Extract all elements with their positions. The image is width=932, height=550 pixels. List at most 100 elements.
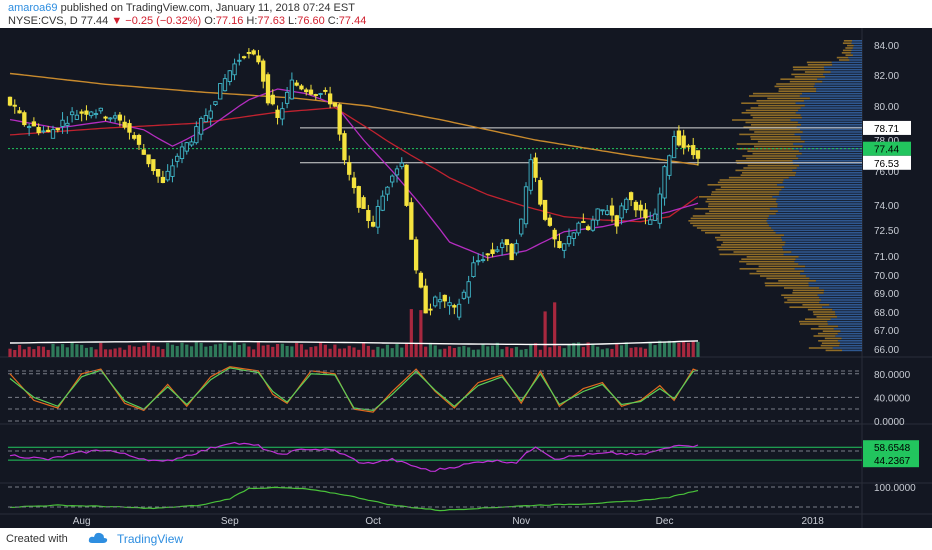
volume-profile-bar: [789, 80, 823, 83]
volume-profile-bar: [705, 232, 776, 234]
candle-body: [227, 70, 232, 83]
volume-profile-bar: [847, 44, 854, 47]
volume-bar: [194, 342, 198, 357]
volume-profile-bar: [803, 100, 862, 102]
chart-area[interactable]: 84.00 82.00 80.00 78.00 76.00 74.00 72.50 71.00…: [0, 28, 932, 528]
volume-profile-bar: [773, 229, 862, 232]
candle-body: [614, 215, 619, 227]
candle-body: [203, 115, 209, 123]
volume-bar: [361, 342, 366, 357]
candle-body: [194, 126, 199, 144]
volume-profile-bar: [798, 109, 862, 112]
volume-bar: [151, 345, 155, 357]
volume-bar: [691, 340, 695, 357]
price-tick-label: 68.00: [874, 308, 899, 319]
volume-profile-bar: [799, 95, 862, 97]
volume-profile-bar: [838, 59, 850, 61]
volume-profile-bar: [783, 287, 820, 289]
volume-profile-bar: [690, 222, 768, 224]
volume-profile-bar: [818, 325, 839, 328]
volume-bar: [591, 343, 595, 357]
candle-body: [476, 260, 481, 263]
volume-profile-bar: [741, 258, 796, 260]
volume-bar: [13, 349, 17, 357]
volume-bar: [242, 343, 246, 357]
volume-bar: [170, 344, 175, 357]
volume-profile-bar: [719, 253, 784, 256]
volume-profile-bar: [823, 292, 862, 294]
volume-profile-bar: [756, 270, 804, 272]
volume-profile-bar: [768, 224, 862, 227]
volume-profile-bar: [784, 186, 862, 188]
volume-profile-bar: [823, 66, 862, 68]
volume-bar: [127, 345, 132, 357]
ohlc-legend: NYSE:CVS, D 77.44 ▼ −0.25 (−0.32%) O:77.…: [8, 15, 366, 27]
volume-profile-bar: [798, 157, 862, 160]
volume-profile-bar: [845, 47, 853, 49]
volume-bar: [667, 340, 671, 357]
volume-profile-bar: [822, 306, 862, 308]
candle-body: [399, 162, 404, 168]
volume-bar: [99, 342, 103, 357]
candle-body: [337, 104, 342, 135]
volume-profile-bar: [756, 100, 804, 102]
volume-profile-bar: [788, 176, 862, 179]
volume-profile-bar: [835, 313, 862, 316]
volume-bar: [80, 344, 84, 357]
price-tick-label: 71.00: [874, 252, 899, 263]
volume-profile-bar: [735, 169, 793, 172]
candle-body: [218, 83, 223, 100]
volume-profile-bar: [708, 205, 778, 208]
chart-svg[interactable]: 84.00 82.00 80.00 78.00 76.00 74.00 72.50 71.00…: [0, 28, 932, 528]
volume-profile-bar: [812, 311, 836, 313]
volume-profile-bar: [793, 68, 825, 71]
volume-profile-bar: [805, 318, 831, 320]
candle-body: [633, 201, 639, 211]
volume-profile-bar: [749, 272, 801, 275]
volume-profile-bar: [784, 244, 862, 246]
candle-body: [480, 259, 486, 262]
volume-profile-bar: [716, 239, 783, 241]
cloud-logo-icon[interactable]: [88, 531, 108, 545]
volume-profile-bar: [841, 349, 862, 352]
author-link[interactable]: amaroa69: [8, 2, 58, 14]
volume-profile-bar: [818, 340, 838, 342]
volume-profile-bar: [815, 280, 862, 282]
volume-profile-bar: [801, 116, 862, 119]
candle-body: [160, 176, 166, 184]
volume-profile-bar: [819, 287, 862, 289]
volume-profile-bar: [822, 330, 841, 332]
price-change: −0.25 (−0.32%): [125, 15, 202, 27]
volume-profile-bar: [750, 114, 801, 116]
volume-bar: [314, 346, 318, 357]
volume-bar: [572, 342, 576, 357]
volume-profile-bar: [778, 193, 862, 196]
candle-body: [380, 195, 385, 211]
volume-profile-bar: [774, 85, 814, 88]
price-tick-label: 69.00: [874, 289, 899, 300]
volume-profile-bar: [775, 212, 862, 215]
volume-profile-bar: [750, 124, 801, 126]
volume-profile-bar: [813, 85, 862, 88]
publish-text: published on TradingView.com, January 11…: [60, 2, 355, 14]
volume-profile-bar: [787, 299, 821, 301]
price-tick-label: 66.00: [874, 345, 899, 356]
volume-profile-bar: [842, 42, 852, 44]
volume-profile-bar: [742, 155, 797, 157]
candle-body: [528, 159, 533, 191]
volume-profile-bar: [752, 116, 802, 119]
volume-bar: [342, 348, 347, 357]
volume-bar: [27, 346, 31, 357]
volume-bar: [447, 346, 452, 357]
candle-body: [7, 96, 13, 106]
volume-profile-bar: [814, 83, 862, 85]
volume-bar: [295, 342, 299, 357]
volume-profile-bar: [793, 148, 862, 150]
volume-bar: [266, 344, 270, 357]
volume-profile-bar: [792, 289, 824, 292]
volume-bar: [280, 343, 284, 357]
volume-profile-bar: [707, 184, 778, 186]
tradingview-brand-link[interactable]: TradingView: [117, 532, 184, 546]
volume-bar: [452, 347, 456, 357]
volume-profile-bar: [820, 299, 862, 301]
